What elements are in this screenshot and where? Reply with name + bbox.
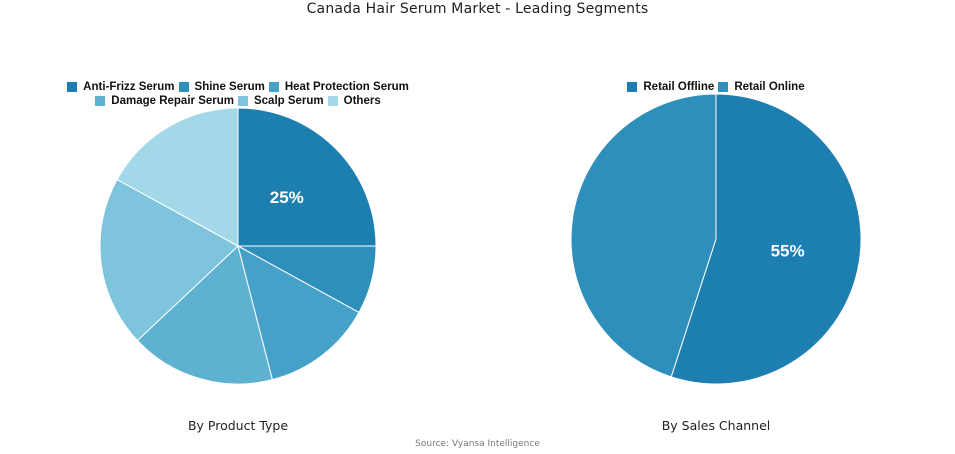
data-label-anti-frizz-serum: 25% xyxy=(270,188,304,207)
legend-swatch xyxy=(67,82,78,92)
legend-label: Retail Online xyxy=(734,81,805,93)
legend-label: Heat Protection Serum xyxy=(284,81,409,93)
pie-slice-damage-repair-serum xyxy=(136,245,273,385)
pie-slice-retail-online xyxy=(570,93,717,378)
legend-item-shine-serum: Shine Serum xyxy=(178,80,265,94)
legend-item-damage-repair-serum: Damage Repair Serum xyxy=(95,94,234,108)
legend-swatch xyxy=(627,82,638,92)
product-type-legend: Anti-Frizz Serum Shine Serum Heat Protecti… xyxy=(48,80,428,108)
legend-item-scalp-serum: Scalp Serum xyxy=(237,94,324,108)
data-label-retail-offline: 55% xyxy=(771,241,805,260)
legend-item-heat-protection-serum: Heat Protection Serum xyxy=(268,80,409,94)
sales-channel-pie-chart: 55% xyxy=(570,93,862,385)
legend-swatch xyxy=(178,82,189,92)
sales-channel-chart-label: By Sales Channel xyxy=(661,418,771,433)
pie-slice-scalp-serum xyxy=(99,178,239,342)
legend-swatch xyxy=(327,96,338,106)
legend-row: Damage Repair Serum Scalp Serum Others xyxy=(48,94,428,108)
legend-label: Anti-Frizz Serum xyxy=(83,81,175,93)
legend-label: Scalp Serum xyxy=(253,95,324,107)
legend-row: Retail Offline Retail Online xyxy=(600,80,832,94)
legend-label: Others xyxy=(343,95,381,107)
legend-item-others: Others xyxy=(327,94,381,108)
product-type-pie-chart: 25% xyxy=(99,107,377,385)
legend-swatch xyxy=(268,82,279,92)
legend-swatch xyxy=(718,82,729,92)
pie-slice-heat-protection-serum xyxy=(237,245,360,381)
pie-slice-anti-frizz-serum xyxy=(237,107,377,247)
chart-title: Canada Hair Serum Market - Leading Segme… xyxy=(306,1,649,17)
source-note: Source: Vyansa Intelligence xyxy=(415,439,540,449)
pie-slice-retail-offline xyxy=(670,93,862,385)
sales-channel-legend: Retail Offline Retail Online xyxy=(600,80,832,94)
product-type-chart-label: By Product Type xyxy=(187,418,289,433)
legend-item-anti-frizz-serum: Anti-Frizz Serum xyxy=(67,80,175,94)
legend-row: Anti-Frizz Serum Shine Serum Heat Protecti… xyxy=(48,80,428,94)
legend-label: Shine Serum xyxy=(194,81,265,93)
legend-label: Damage Repair Serum xyxy=(111,95,234,107)
legend-swatch xyxy=(237,96,248,106)
legend-swatch xyxy=(95,96,106,106)
pie-slice-others xyxy=(116,107,239,247)
legend-item-retail-online: Retail Online xyxy=(718,80,805,94)
legend-item-retail-offline: Retail Offline xyxy=(627,80,714,94)
legend-label: Retail Offline xyxy=(643,81,715,93)
